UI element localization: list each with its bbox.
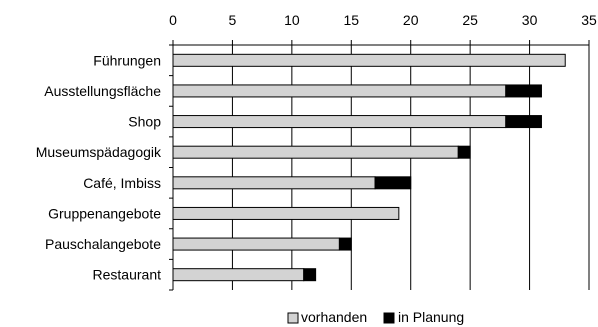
category-label: Museumspädagogik (36, 144, 162, 160)
category-label: Restaurant (93, 267, 162, 283)
x-tick-label: 0 (169, 12, 177, 28)
bar-in-planung (338, 237, 352, 251)
bars (172, 53, 566, 282)
bar-vorhanden (172, 84, 507, 98)
axes (169, 44, 589, 291)
x-tick-label: 30 (522, 12, 538, 28)
bar-vorhanden (172, 176, 376, 190)
legend-swatch-in-planung (383, 312, 395, 324)
category-label: Gruppenangebote (48, 205, 161, 221)
x-axis-ticks: 0 5 10 15 20 25 30 35 (169, 12, 597, 45)
category-label: Ausstellungsfläche (44, 83, 161, 99)
gridlines (231, 45, 590, 290)
x-tick-label: 35 (581, 12, 597, 28)
bar-in-planung (374, 176, 412, 190)
category-label: Pauschalangebote (45, 236, 161, 252)
x-tick-label: 20 (403, 12, 419, 28)
x-tick-label: 5 (229, 12, 237, 28)
x-tick-label: 15 (343, 12, 359, 28)
category-label: Führungen (93, 52, 161, 68)
legend-swatch-vorhanden (287, 312, 299, 324)
category-labels: Führungen Ausstellungsfläche Shop Museumspä… (36, 52, 162, 282)
bar-vorhanden (172, 268, 305, 282)
category-label: Café, Imbiss (83, 175, 161, 191)
bar-in-planung (505, 84, 542, 98)
legend-label-in-planung: in Planung (398, 309, 464, 325)
bar-vorhanden (172, 145, 459, 159)
bar-in-planung (303, 268, 317, 282)
x-tick-label: 25 (462, 12, 478, 28)
bar-in-planung (457, 145, 471, 159)
bar-vorhanden (172, 53, 566, 67)
legend-label-vorhanden: vorhanden (301, 309, 367, 325)
x-tick-label: 10 (284, 12, 300, 28)
bar-vorhanden (172, 237, 340, 251)
bar-vorhanden (172, 206, 400, 220)
bar-vorhanden (172, 115, 507, 129)
bar-in-planung (505, 115, 542, 129)
category-label: Shop (128, 114, 161, 130)
legend: vorhanden in Planung (287, 309, 464, 325)
